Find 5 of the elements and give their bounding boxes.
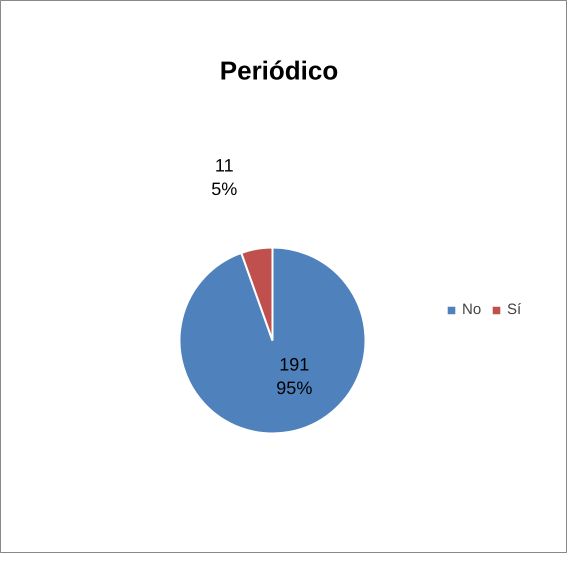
data-label: 11 5% <box>211 155 238 199</box>
legend-label: Sí <box>507 301 522 318</box>
chart-title: Periódico <box>220 56 338 86</box>
legend-label: No <box>462 301 482 318</box>
data-label: 191 95% <box>276 354 312 398</box>
